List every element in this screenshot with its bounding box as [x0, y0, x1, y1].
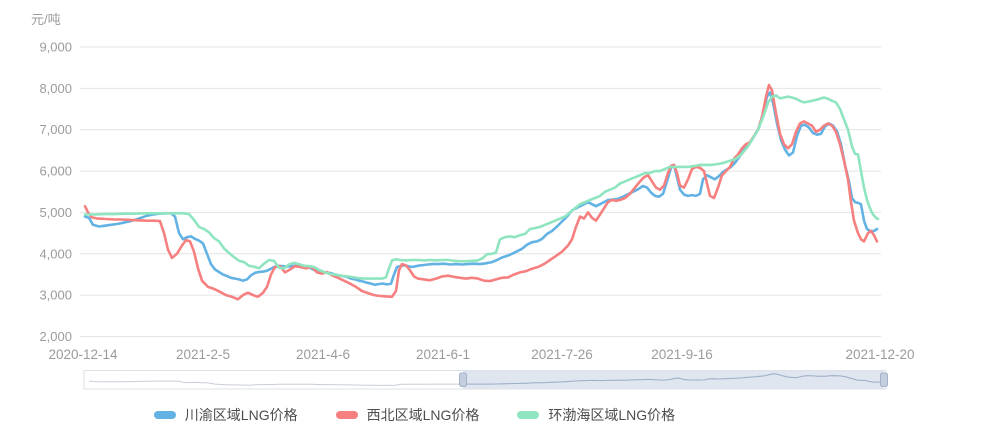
x-tick-label: 2021-6-1 — [416, 347, 470, 362]
y-tick-label: 9,000 — [39, 40, 72, 55]
y-tick-label: 8,000 — [39, 81, 72, 96]
y-axis-unit-label: 元/吨 — [31, 12, 61, 27]
datazoom-selected-shadow — [463, 373, 883, 385]
legend-label: 环渤海区域LNG价格 — [548, 407, 676, 423]
series-line-chuanyu — [83, 91, 879, 287]
y-tick-label: 7,000 — [39, 122, 72, 137]
legend-marker-chuanyu — [153, 411, 176, 419]
y-tick-label: 2,000 — [39, 329, 72, 344]
y-tick-label: 5,000 — [39, 205, 72, 220]
datazoom-selected-range[interactable] — [463, 371, 884, 389]
y-tick-label: 3,000 — [39, 288, 72, 303]
legend-item-chuanyu[interactable]: 川渝区域LNG价格 — [153, 407, 298, 423]
legend-label: 西北区域LNG价格 — [366, 407, 480, 423]
chart-legend: 川渝区域LNG价格 西北区域LNG价格 环渤海区域LNG价格 — [0, 402, 1001, 428]
x-tick-label: 2021-7-26 — [531, 347, 593, 362]
legend-item-huanbohai[interactable]: 环渤海区域LNG价格 — [517, 408, 675, 422]
series-line-huanbohai — [83, 94, 880, 280]
datazoom-right-handle[interactable] — [880, 372, 888, 387]
x-tick-label: 2021-4-6 — [296, 347, 350, 362]
legend-marker-xibei — [335, 411, 358, 419]
series-line-xibei — [83, 83, 879, 301]
legend-items: 川渝区域LNG价格 西北区域LNG价格 环渤海区域LNG价格 — [153, 402, 675, 428]
legend-item-xibei[interactable]: 西北区域LNG价格 — [335, 407, 480, 423]
y-tick-label: 4,000 — [39, 246, 72, 261]
datazoom-left-handle[interactable] — [459, 372, 467, 387]
x-tick-label: 2021-9-16 — [651, 347, 713, 362]
legend-label: 川渝区域LNG价格 — [184, 407, 298, 423]
legend-marker-huanbohai — [517, 411, 540, 419]
y-tick-label: 6,000 — [39, 164, 72, 179]
x-tick-label: 2021-2-5 — [176, 347, 230, 362]
x-tick-label: 2020-12-14 — [48, 347, 118, 362]
x-tick-label: 2021-12-20 — [845, 347, 914, 362]
